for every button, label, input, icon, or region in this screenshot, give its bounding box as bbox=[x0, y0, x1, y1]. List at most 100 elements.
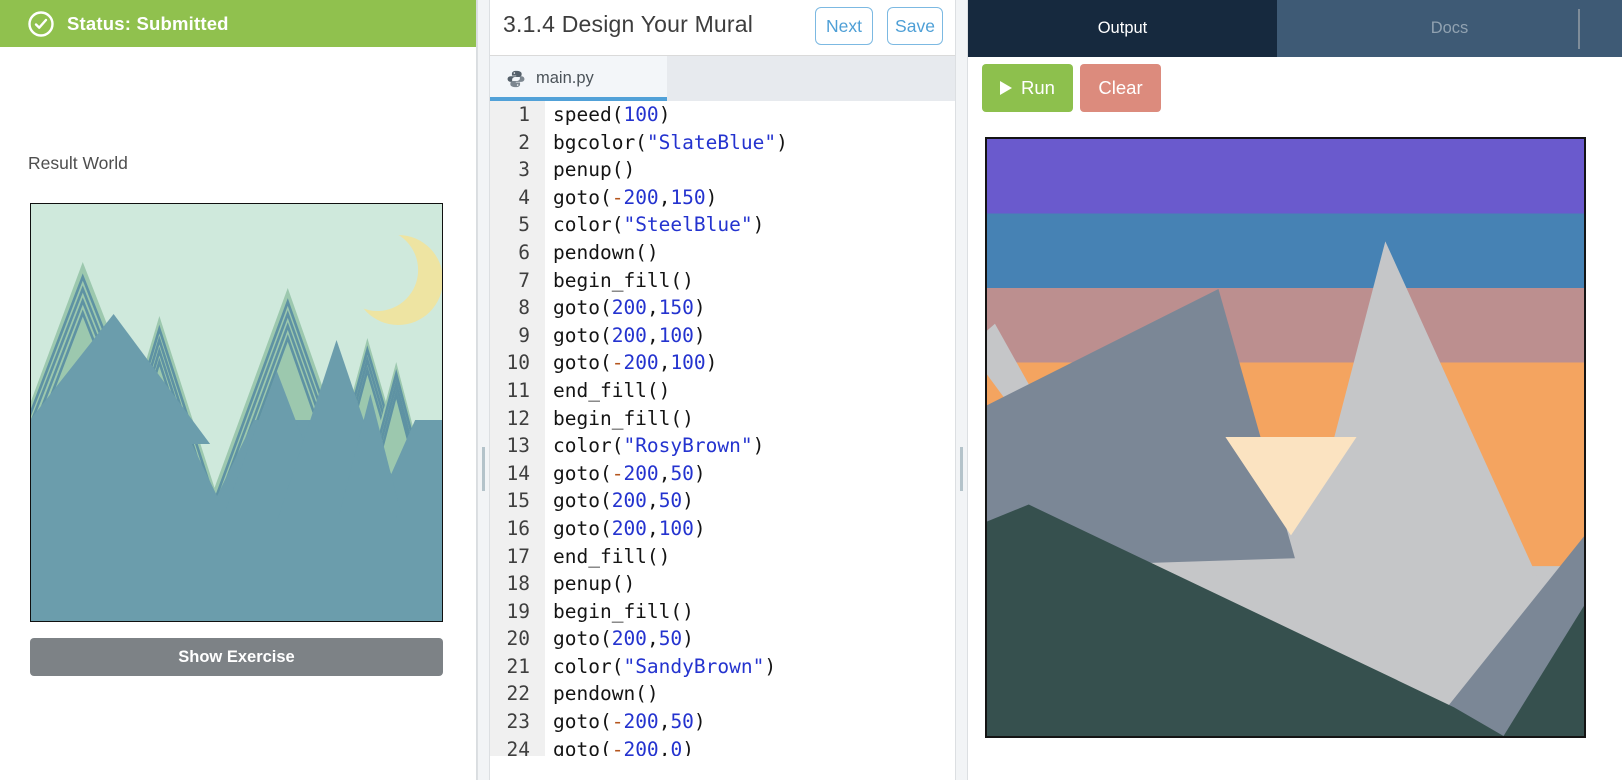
code-text: begin_fill() bbox=[553, 599, 694, 623]
code-line[interactable]: 17 end_fill() bbox=[490, 543, 955, 571]
code-text: penup() bbox=[553, 572, 636, 596]
code-text: end_fill() bbox=[553, 544, 671, 568]
mural-band-rosybrown bbox=[987, 288, 1584, 363]
code-line[interactable]: 15 goto(200,50) bbox=[490, 487, 955, 515]
line-number: 8 bbox=[518, 296, 530, 320]
check-circle-icon bbox=[28, 10, 54, 37]
tab-main-py[interactable]: main.py bbox=[490, 56, 667, 101]
mural-dark-foreground bbox=[987, 504, 1504, 736]
line-number: 22 bbox=[506, 682, 530, 706]
line-number: 21 bbox=[506, 654, 530, 678]
tab-docs[interactable]: Docs bbox=[1277, 0, 1622, 57]
code-line[interactable]: 6 pendown() bbox=[490, 239, 955, 267]
line-number: 3 bbox=[518, 158, 530, 182]
save-button[interactable]: Save bbox=[887, 7, 943, 45]
show-exercise-button[interactable]: Show Exercise bbox=[30, 638, 443, 676]
code-text: speed(100) bbox=[553, 103, 671, 126]
line-number: 11 bbox=[506, 378, 530, 402]
code-text: pendown() bbox=[553, 682, 659, 706]
code-line[interactable]: 1 speed(100) bbox=[490, 101, 955, 129]
line-number: 14 bbox=[506, 461, 530, 485]
code-line[interactable]: 12 begin_fill() bbox=[490, 405, 955, 433]
python-icon bbox=[507, 70, 525, 87]
panel-splitter-left[interactable] bbox=[477, 0, 490, 780]
code-line[interactable]: 14 goto(-200,50) bbox=[490, 460, 955, 488]
code-text: begin_fill() bbox=[553, 268, 694, 292]
result-scene-graphic bbox=[31, 204, 442, 621]
line-number: 7 bbox=[518, 268, 530, 292]
code-text: goto(-200,50) bbox=[553, 461, 706, 485]
code-line[interactable]: 19 begin_fill() bbox=[490, 598, 955, 626]
exercise-header: 3.1.4 Design Your Mural Next Save bbox=[490, 0, 955, 56]
file-tab-bar: main.py bbox=[490, 56, 955, 101]
code-text: color("SteelBlue") bbox=[553, 213, 765, 237]
status-label: Status: Submitted bbox=[67, 12, 229, 34]
mural-wheat-valley bbox=[1225, 437, 1357, 536]
code-line[interactable]: 23 goto(-200,50) bbox=[490, 708, 955, 736]
code-line[interactable]: 20 goto(200,50) bbox=[490, 625, 955, 653]
code-line[interactable]: 13 color("RosyBrown") bbox=[490, 432, 955, 460]
tab-bar-divider bbox=[1578, 9, 1580, 49]
mural-dark-corner bbox=[1503, 605, 1584, 736]
code-line[interactable]: 11 end_fill() bbox=[490, 377, 955, 405]
output-panel: Output Docs Run Clear bbox=[968, 0, 1622, 780]
output-tab-bar: Output Docs bbox=[968, 0, 1622, 57]
code-line[interactable]: 16 goto(200,100) bbox=[490, 515, 955, 543]
line-number: 9 bbox=[518, 323, 530, 347]
code-text: goto(-200,100) bbox=[553, 351, 718, 375]
line-number: 17 bbox=[506, 544, 530, 568]
result-world-canvas bbox=[30, 203, 443, 622]
mural-slate-mountain-left bbox=[987, 288, 1295, 569]
clear-button[interactable]: Clear bbox=[1080, 64, 1161, 112]
code-line[interactable]: 24 goto(-200,0) bbox=[490, 736, 955, 756]
code-text: color("RosyBrown") bbox=[553, 434, 765, 458]
tab-label: main.py bbox=[536, 69, 594, 87]
code-text: begin_fill() bbox=[553, 406, 694, 430]
code-editor-panel: 3.1.4 Design Your Mural Next Save main.p… bbox=[490, 0, 955, 780]
code-line[interactable]: 21 color("SandyBrown") bbox=[490, 653, 955, 681]
next-button[interactable]: Next bbox=[815, 7, 873, 45]
code-text: color("SandyBrown") bbox=[553, 654, 777, 678]
code-line[interactable]: 8 goto(200,150) bbox=[490, 294, 955, 322]
code-line[interactable]: 4 goto(-200,150) bbox=[490, 184, 955, 212]
line-number: 13 bbox=[506, 434, 530, 458]
code-text: goto(200,50) bbox=[553, 489, 694, 513]
panel-splitter-right[interactable] bbox=[955, 0, 968, 780]
line-number: 5 bbox=[518, 213, 530, 237]
line-number: 23 bbox=[506, 710, 530, 734]
run-button[interactable]: Run bbox=[982, 64, 1073, 112]
code-line[interactable]: 2 bgcolor("SlateBlue") bbox=[490, 129, 955, 157]
mural-band-steelblue bbox=[987, 213, 1584, 289]
code-text: goto(-200,50) bbox=[553, 710, 706, 734]
line-number: 19 bbox=[506, 599, 530, 623]
tab-output[interactable]: Output bbox=[968, 0, 1277, 57]
line-number: 18 bbox=[506, 572, 530, 596]
play-icon bbox=[1000, 81, 1013, 95]
splitter-drag-handle[interactable] bbox=[482, 447, 485, 491]
code-line[interactable]: 5 color("SteelBlue") bbox=[490, 211, 955, 239]
code-line[interactable]: 18 penup() bbox=[490, 570, 955, 598]
code-text: goto(200,100) bbox=[553, 516, 706, 540]
line-number: 24 bbox=[506, 737, 530, 756]
code-line[interactable]: 7 begin_fill() bbox=[490, 267, 955, 295]
code-line[interactable]: 22 pendown() bbox=[490, 680, 955, 708]
code-text: goto(-200,150) bbox=[553, 185, 718, 209]
teal-mountain bbox=[31, 314, 211, 444]
moon-icon bbox=[336, 229, 442, 325]
code-text: penup() bbox=[553, 158, 636, 182]
code-text: pendown() bbox=[553, 240, 659, 264]
code-text: bgcolor("SlateBlue") bbox=[553, 130, 788, 154]
line-number: 16 bbox=[506, 516, 530, 540]
status-bar: Status: Submitted bbox=[0, 0, 476, 47]
code-line[interactable]: 9 goto(200,100) bbox=[490, 322, 955, 350]
code-text: goto(200,150) bbox=[553, 296, 706, 320]
page-title: 3.1.4 Design Your Mural bbox=[503, 11, 754, 37]
splitter-drag-handle[interactable] bbox=[960, 447, 963, 491]
code-editor[interactable]: 1 speed(100) 2 bgcolor("SlateBlue") 3 penup()… bbox=[490, 101, 955, 756]
code-line[interactable]: 10 goto(-200,100) bbox=[490, 349, 955, 377]
code-text: goto(200,100) bbox=[553, 323, 706, 347]
code-line[interactable]: 3 penup() bbox=[490, 156, 955, 184]
mural-silver-mountain-right bbox=[1286, 241, 1584, 681]
line-number: 1 bbox=[518, 103, 530, 126]
code-text: goto(200,50) bbox=[553, 627, 694, 651]
